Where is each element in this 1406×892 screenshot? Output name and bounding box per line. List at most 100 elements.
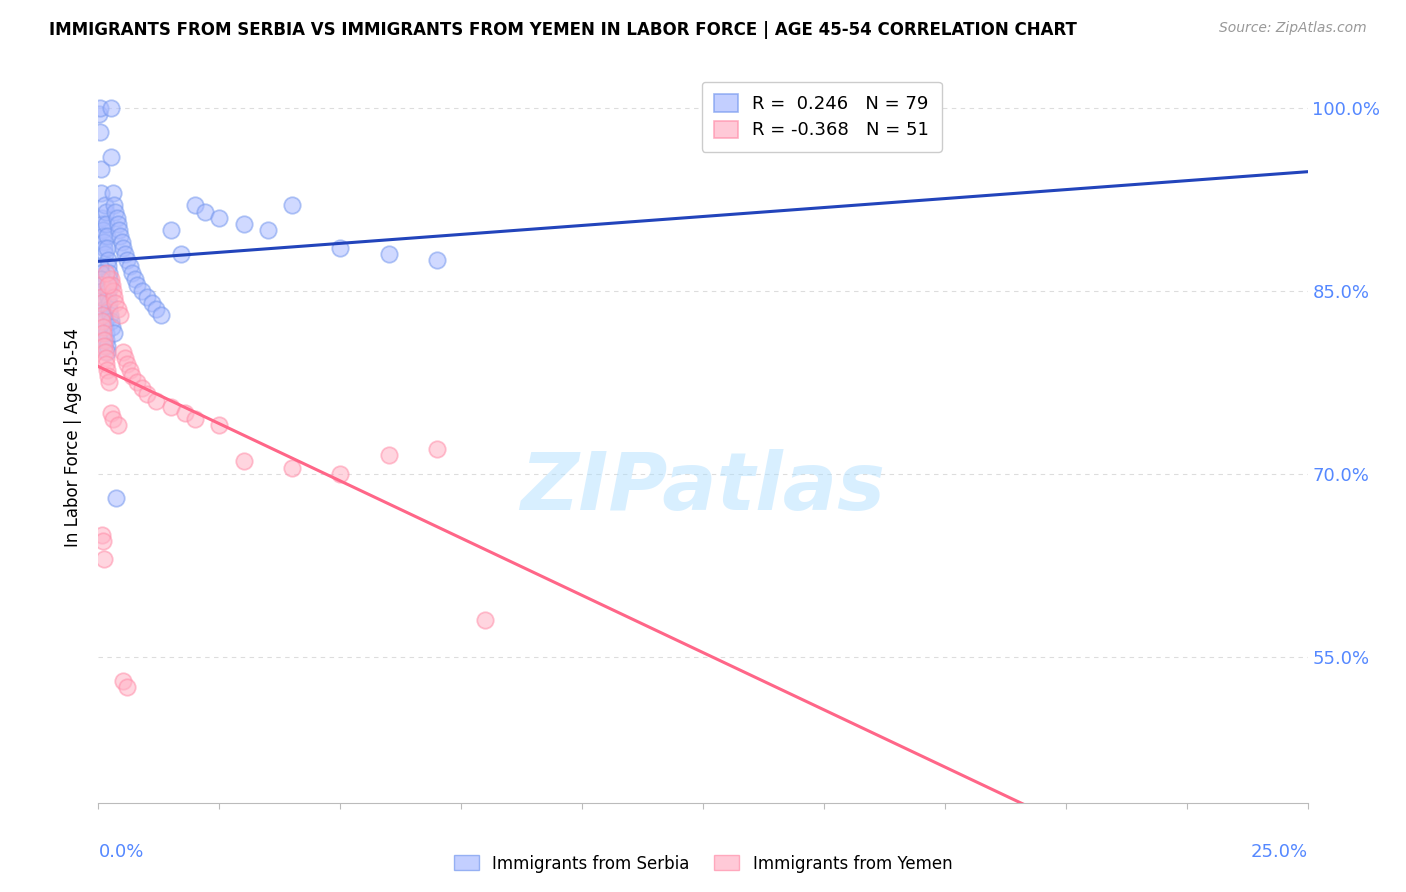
- Point: [94, 326, 117, 341]
- Point: [256, 223, 278, 237]
- Point: [101, 186, 124, 201]
- Point: [105, 211, 128, 225]
- Point: [426, 442, 449, 457]
- Point: [426, 253, 449, 268]
- Point: [232, 217, 254, 231]
- Point: [91, 296, 114, 310]
- Point: [98, 277, 121, 292]
- Point: [111, 241, 134, 255]
- Point: [117, 680, 139, 694]
- Point: [96, 333, 118, 347]
- Point: [91, 314, 114, 328]
- Point: [377, 247, 399, 261]
- Point: [94, 320, 117, 334]
- Point: [98, 376, 121, 390]
- Point: [91, 527, 114, 541]
- Point: [90, 265, 112, 279]
- Point: [118, 363, 141, 377]
- Point: [91, 533, 114, 548]
- Point: [100, 314, 122, 328]
- Point: [108, 223, 131, 237]
- Text: ZIPatlas: ZIPatlas: [520, 450, 886, 527]
- Point: [114, 351, 136, 365]
- Point: [150, 308, 173, 322]
- Point: [96, 241, 118, 255]
- Point: [98, 308, 121, 322]
- Point: [103, 326, 125, 341]
- Point: [100, 406, 122, 420]
- Point: [107, 417, 129, 432]
- Point: [100, 271, 122, 285]
- Point: [124, 271, 146, 285]
- Point: [94, 198, 117, 212]
- Point: [131, 381, 153, 395]
- Point: [329, 241, 352, 255]
- Point: [111, 344, 134, 359]
- Point: [169, 247, 191, 261]
- Point: [91, 290, 114, 304]
- Point: [96, 228, 118, 243]
- Point: [101, 284, 124, 298]
- Point: [89, 260, 111, 274]
- Point: [107, 217, 129, 231]
- Point: [94, 204, 117, 219]
- Point: [90, 211, 112, 225]
- Point: [94, 265, 117, 279]
- Point: [194, 204, 217, 219]
- Point: [91, 217, 114, 231]
- Point: [184, 198, 207, 212]
- Point: [160, 400, 183, 414]
- Point: [108, 228, 131, 243]
- Point: [145, 301, 167, 317]
- Point: [103, 290, 125, 304]
- Point: [93, 552, 115, 566]
- Point: [97, 253, 120, 268]
- Point: [93, 247, 115, 261]
- Point: [90, 290, 112, 304]
- Point: [90, 161, 112, 176]
- Point: [127, 277, 149, 292]
- Point: [93, 301, 115, 317]
- Point: [97, 369, 120, 384]
- Point: [377, 449, 399, 463]
- Point: [114, 247, 136, 261]
- Point: [98, 271, 121, 285]
- Point: [208, 211, 231, 225]
- Text: 0.0%: 0.0%: [98, 843, 143, 861]
- Point: [103, 198, 125, 212]
- Point: [96, 339, 118, 353]
- Point: [96, 217, 118, 231]
- Point: [104, 296, 127, 310]
- Point: [104, 491, 127, 505]
- Point: [94, 351, 117, 365]
- Y-axis label: In Labor Force | Age 45-54: In Labor Force | Age 45-54: [65, 327, 83, 547]
- Point: [118, 260, 141, 274]
- Point: [101, 320, 124, 334]
- Point: [89, 125, 111, 139]
- Point: [93, 344, 115, 359]
- Point: [174, 406, 197, 420]
- Point: [281, 198, 304, 212]
- Point: [91, 228, 114, 243]
- Point: [91, 320, 114, 334]
- Legend: Immigrants from Serbia, Immigrants from Yemen: Immigrants from Serbia, Immigrants from …: [447, 848, 959, 880]
- Point: [97, 296, 120, 310]
- Point: [89, 101, 111, 115]
- Point: [108, 308, 131, 322]
- Point: [145, 393, 167, 408]
- Point: [93, 308, 115, 322]
- Point: [208, 417, 231, 432]
- Point: [89, 107, 111, 121]
- Point: [97, 277, 120, 292]
- Point: [117, 357, 139, 371]
- Point: [89, 277, 111, 292]
- Point: [135, 387, 157, 401]
- Point: [141, 296, 163, 310]
- Point: [100, 101, 122, 115]
- Point: [100, 150, 122, 164]
- Point: [91, 223, 114, 237]
- Point: [90, 271, 112, 285]
- Point: [93, 235, 115, 249]
- Point: [96, 357, 118, 371]
- Point: [232, 454, 254, 468]
